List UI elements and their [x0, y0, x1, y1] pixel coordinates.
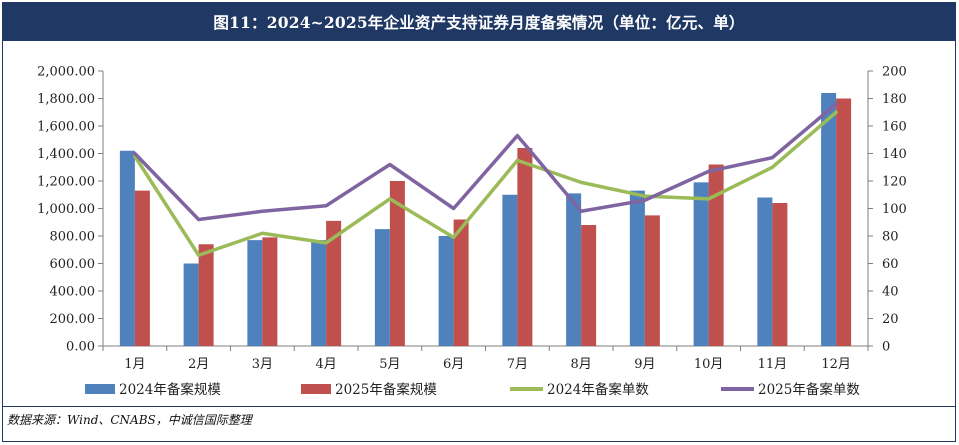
right-tick-label: 180	[882, 92, 907, 107]
legend-2025-count-label: 2025年备案单数	[758, 381, 860, 398]
left-tick-label: 400.00	[50, 285, 96, 300]
x-tick-label: 4月	[315, 357, 336, 372]
bar-2025	[262, 237, 278, 346]
left-tick-label: 1,600.00	[37, 120, 95, 135]
x-tick-label: 9月	[634, 357, 655, 372]
source-divider	[3, 406, 955, 407]
bar-2024	[757, 197, 773, 346]
x-tick-label: 11月	[758, 357, 788, 372]
left-tick-label: 200.00	[50, 312, 96, 327]
right-tick-label: 140	[882, 147, 907, 162]
bar-2025	[326, 220, 342, 346]
bar-2025	[453, 219, 469, 346]
legend-2024-count-label: 2024年备案单数	[547, 381, 649, 398]
source-note: 数据来源：Wind、CNABS，中诚信国际整理	[7, 413, 252, 427]
bar-2024	[374, 229, 390, 346]
left-tick-label: 0.00	[66, 340, 95, 355]
right-tick-label: 120	[882, 175, 907, 190]
bar-2025	[772, 203, 788, 346]
bar-2025	[517, 148, 533, 346]
bar-2024	[566, 193, 582, 346]
left-tick-label: 1,800.00	[37, 92, 95, 107]
left-tick-label: 800.00	[50, 230, 96, 245]
bar-2025	[581, 225, 597, 346]
left-tick-label: 2,000.00	[37, 65, 95, 80]
bar-2024	[693, 182, 709, 346]
chart-title: 图11：2024~2025年企业资产支持证券月度备案情况（单位：亿元、单）	[3, 3, 955, 41]
bar-2025	[708, 164, 724, 346]
bar-2024	[438, 236, 454, 346]
left-tick-label: 1,400.00	[37, 147, 95, 162]
x-tick-label: 2月	[188, 357, 209, 372]
x-tick-label: 1月	[124, 357, 145, 372]
x-tick-label: 5月	[379, 357, 400, 372]
legend-2025-scale-swatch	[301, 384, 331, 394]
bar-2024	[311, 240, 327, 346]
bar-2024	[119, 150, 135, 346]
x-tick-label: 10月	[694, 357, 724, 372]
legend-2024-scale-swatch	[85, 384, 115, 394]
right-tick-label: 40	[882, 285, 899, 300]
x-tick-label: 3月	[252, 357, 273, 372]
bar-2024	[247, 240, 263, 346]
bar-2024	[183, 263, 199, 346]
right-tick-label: 100	[882, 202, 907, 217]
right-tick-label: 60	[882, 257, 899, 272]
bar-2025	[644, 215, 660, 346]
left-tick-label: 1,000.00	[37, 202, 95, 217]
x-tick-label: 8月	[570, 357, 591, 372]
bar-2024	[629, 190, 645, 346]
chart-plot: 0.00 200.00 400.00 600.00 800.00 1,000.00 1,20…	[37, 65, 907, 399]
x-tick-label: 7月	[507, 357, 528, 372]
bar-2025	[389, 181, 405, 346]
line-2024-count	[133, 110, 838, 257]
left-tick-label: 1,200.00	[37, 175, 95, 190]
legend-2025-scale-label: 2025年备案规模	[335, 381, 437, 398]
bar-2025	[134, 190, 150, 346]
right-tick-label: 20	[882, 312, 899, 327]
bar-2024	[502, 194, 518, 346]
right-tick-label: 200	[882, 65, 907, 80]
right-tick-label: 0	[882, 340, 890, 355]
right-tick-label: 160	[882, 120, 907, 135]
right-tick-label: 80	[882, 230, 899, 245]
x-tick-label: 12月	[821, 357, 851, 372]
bar-2025	[836, 98, 852, 346]
legend-2024-scale-label: 2024年备案规模	[119, 381, 221, 398]
bar-2025	[198, 244, 214, 346]
x-tick-label: 6月	[443, 357, 464, 372]
left-tick-label: 600.00	[50, 257, 96, 272]
bar-2024	[821, 93, 837, 346]
line-2025-count	[133, 102, 838, 222]
